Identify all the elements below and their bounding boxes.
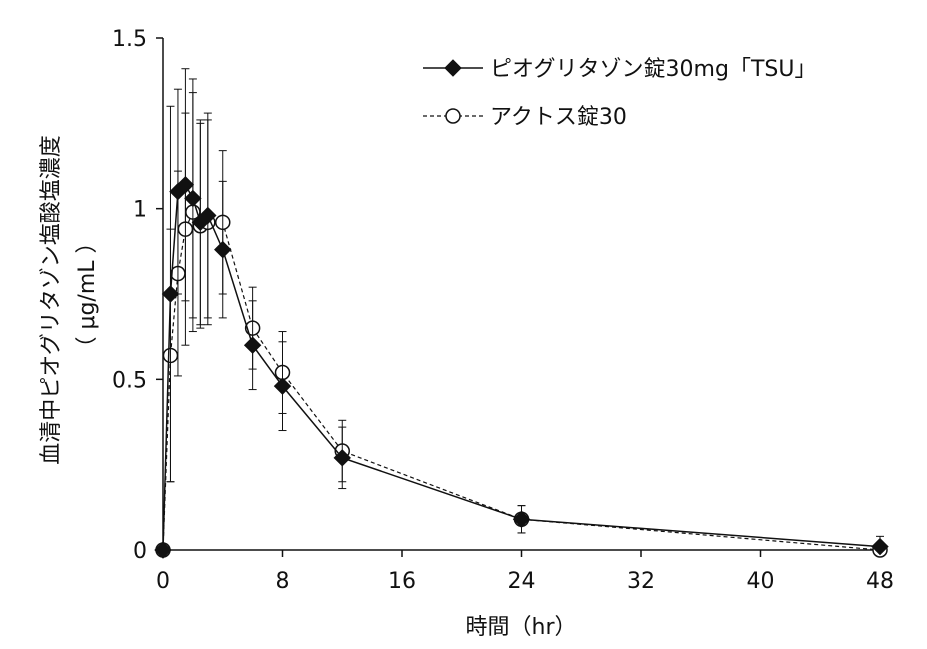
y-tick-label: 1.5: [112, 27, 147, 52]
data-point-diamond: [243, 336, 262, 354]
data-point-diamond: [512, 510, 531, 528]
x-tick-label: 40: [747, 569, 775, 594]
x-tick-label: 24: [508, 569, 536, 594]
x-tick-label: 0: [156, 569, 170, 594]
series-line: [162, 183, 881, 551]
x-tick-label: 16: [388, 569, 416, 594]
data-point-diamond: [871, 537, 889, 556]
series-layer: [154, 68, 889, 559]
x-tick-label: 32: [627, 569, 655, 594]
legend: ピオグリタゾン錠30mg「TSU」 アクトス錠30: [423, 57, 816, 130]
legend-label-0: ピオグリタゾン錠30mg「TSU」: [490, 57, 816, 82]
data-point-diamond: [161, 285, 180, 303]
y-tick-label: 0: [133, 539, 147, 564]
y-tick-label: 1: [133, 198, 147, 223]
legend-marker-1: [445, 108, 461, 124]
y-tick-label: 0.5: [112, 368, 147, 393]
x-tick-label: 48: [866, 569, 894, 594]
data-point-diamond: [154, 541, 172, 559]
legend-entry-0: ピオグリタゾン錠30mg「TSU」: [423, 57, 816, 82]
data-point-diamond: [176, 176, 195, 194]
series-line: [162, 210, 881, 551]
y-axis-ticks: 0 0.5 1 1.5: [112, 27, 163, 564]
legend-label-1: アクトス錠30: [490, 105, 627, 130]
series-0: [154, 68, 889, 559]
x-axis-ticks: 0 8 16 24 32 40 48: [156, 550, 894, 594]
data-point-diamond: [333, 449, 351, 467]
legend-entry-1: アクトス錠30: [423, 105, 627, 130]
x-axis-title: 時間（hr）: [466, 615, 577, 640]
data-point-diamond: [273, 377, 292, 395]
x-tick-label: 8: [276, 569, 290, 594]
series-1: [155, 92, 888, 558]
data-point-diamond: [214, 240, 232, 259]
y-axis-unit: （ μg/mL ）: [75, 231, 100, 358]
data-point-diamond: [184, 189, 202, 208]
legend-marker-0: [444, 59, 462, 77]
data-point-diamond: [199, 206, 217, 225]
y-axis-title: 血清中ピオグリタゾン塩酸塩濃度: [39, 135, 64, 465]
